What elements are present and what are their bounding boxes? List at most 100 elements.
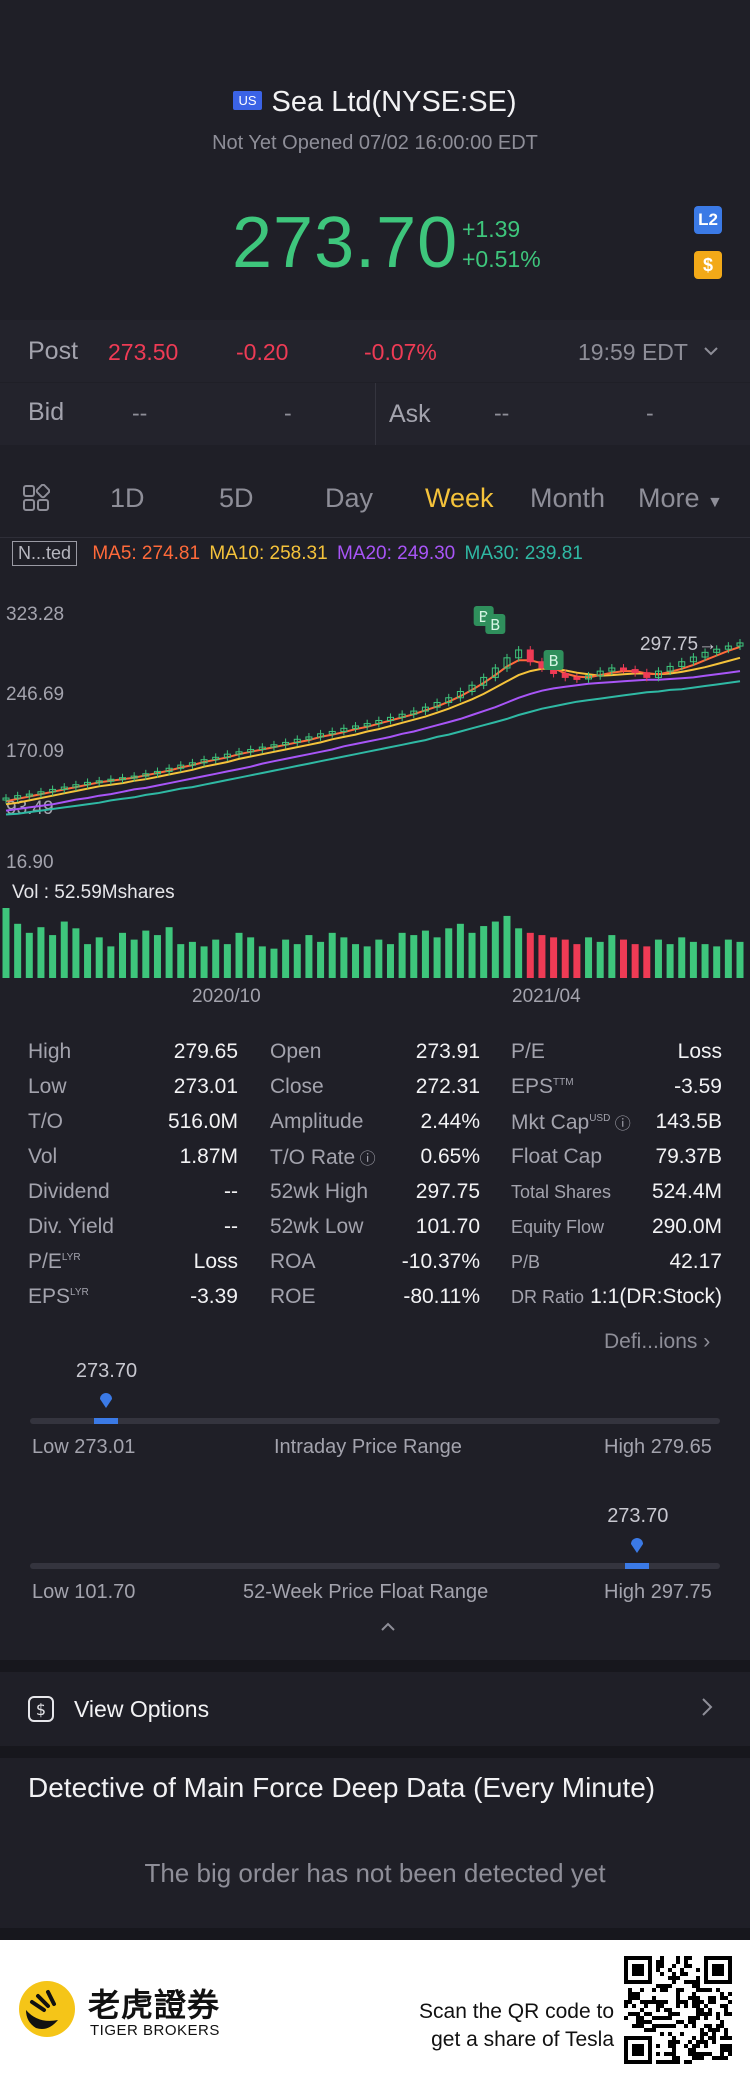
stat-label-text: Equity Flow <box>511 1217 605 1237</box>
stat-value: 516.0M <box>167 1110 238 1133</box>
stock-title: Sea Ltd(NYSE:SE) <box>271 86 517 118</box>
stat-label-text: Dividend <box>28 1180 110 1203</box>
high-marker: 297.75→ <box>640 634 718 655</box>
ask-size: - <box>646 400 654 426</box>
intraday-track <box>30 1418 720 1424</box>
candle-body <box>724 645 732 650</box>
level2-icon[interactable]: L2 <box>694 206 722 234</box>
x-tick-label: 2020/10 <box>192 986 261 1007</box>
post-market-row[interactable]: Post 273.50 -0.20 -0.07% 19:59 EDT <box>0 320 750 382</box>
candle-body <box>72 784 80 788</box>
volume-bar <box>177 944 185 978</box>
tab-day[interactable]: Day <box>325 483 374 513</box>
candle-body <box>317 733 325 738</box>
price-chart[interactable]: 323.28 246.69 170.09 93.49 16.90 297.75→… <box>0 590 750 1010</box>
stock-title-row: US Sea Ltd(NYSE:SE) <box>0 86 750 119</box>
ma-legend: N...ted MA5: 274.81 MA10: 258.31 MA20: 2… <box>12 541 583 566</box>
tab-5d[interactable]: 5D <box>219 483 254 513</box>
volume-bar <box>713 946 721 978</box>
stat-label: P/ELYR <box>28 1250 81 1274</box>
volume-bar <box>468 932 476 978</box>
volume-bar <box>736 941 744 978</box>
candle-body <box>60 786 68 790</box>
volume-bar <box>561 939 569 978</box>
stat-label-text: 52wk High <box>270 1180 369 1203</box>
market-badge: US <box>233 90 262 110</box>
stat-label: 52wk High <box>270 1180 368 1204</box>
volume-bar <box>538 935 546 978</box>
volume-bar <box>235 932 243 978</box>
stat-value: 273.91 <box>415 1040 480 1063</box>
stat-value: 143.5B <box>655 1110 722 1133</box>
definitions-link[interactable]: Defi...ions › <box>604 1330 710 1354</box>
tab-more[interactable]: More ▼ <box>638 483 723 514</box>
grid-icon[interactable] <box>22 483 51 512</box>
volume-bar <box>666 944 674 978</box>
candle-body <box>293 738 301 743</box>
stat-label-text: Open <box>270 1040 322 1063</box>
period-tabs: 1D 5D Day Week Month More ▼ <box>0 458 750 538</box>
candle-body <box>153 770 161 775</box>
y-tick-label: 16.90 <box>6 852 54 873</box>
volume-bar <box>49 935 57 978</box>
volume-bar <box>25 932 33 978</box>
candle-body <box>282 741 290 746</box>
adjust-toggle[interactable]: N...ted <box>12 541 78 566</box>
volume-bar <box>678 937 686 978</box>
week52-high: High 297.75 <box>604 1581 712 1603</box>
candle-body <box>573 676 581 680</box>
stat-value: 101.70 <box>415 1215 480 1238</box>
view-options-row[interactable]: $ View Options <box>0 1672 750 1746</box>
post-label: Post <box>28 337 79 365</box>
tab-month[interactable]: Month <box>530 483 606 513</box>
qr-code[interactable] <box>624 1956 732 2064</box>
tab-1d[interactable]: 1D <box>110 483 145 513</box>
stat-label-text: ROE <box>270 1285 316 1308</box>
brand-chinese: 老虎證券 <box>88 1987 221 2023</box>
candle-body <box>421 706 429 712</box>
stat-label-sup: TTM <box>553 1077 574 1088</box>
intraday-low: Low 273.01 <box>32 1436 136 1458</box>
collapse-chevron-icon[interactable] <box>379 1620 397 1638</box>
dollar-icon[interactable]: $ <box>694 251 722 279</box>
chevron-down-icon[interactable] <box>702 342 720 365</box>
volume-bar <box>596 941 604 978</box>
stat-value: -3.39 <box>190 1285 238 1308</box>
buy-marker[interactable]: B <box>485 614 506 634</box>
volume-bar <box>515 928 523 978</box>
candle-body <box>480 676 488 686</box>
volume-bar <box>340 937 348 978</box>
tabs-divider <box>0 537 750 538</box>
high-marker-value: 297.75 <box>640 634 699 655</box>
price-change-percent: +0.51% <box>462 246 541 272</box>
ma30-line <box>5 680 741 816</box>
volume-bar <box>421 930 429 978</box>
stat-value: Loss <box>193 1250 238 1273</box>
stat-value: -10.37% <box>401 1250 480 1273</box>
candle-body <box>340 727 348 732</box>
volume-bar <box>386 944 394 978</box>
candle-body <box>165 767 173 772</box>
stat-value: 2.44% <box>420 1110 480 1133</box>
stat-label-text: Low <box>28 1075 67 1098</box>
ma30-value: MA30: 239.81 <box>464 543 583 564</box>
tab-week[interactable]: Week <box>425 483 494 513</box>
candle-body <box>177 764 185 769</box>
promo-footer[interactable]: 老虎證券 TIGER BROKERS Scan the QR code to g… <box>0 1940 750 2084</box>
stat-label: Close <box>270 1075 324 1099</box>
info-icon[interactable]: ⓘ <box>610 1116 631 1133</box>
stat-value: Loss <box>677 1040 722 1063</box>
chart-canvas: B BB <box>2 606 744 978</box>
stat-value: 1:1(DR:Stock) <box>590 1285 722 1308</box>
stat-label-text: ROA <box>270 1250 316 1273</box>
buy-marker[interactable]: B <box>543 650 564 670</box>
volume-bar <box>631 944 639 978</box>
volume-bar <box>689 941 697 978</box>
info-icon[interactable]: ⓘ <box>355 1151 376 1168</box>
ma10-line <box>5 656 741 806</box>
stat-label: P/E <box>511 1040 545 1064</box>
intraday-marker <box>93 1418 118 1424</box>
candle-body <box>666 665 674 672</box>
definitions-label: Defi...ions <box>604 1330 698 1353</box>
volume-bar <box>2 908 10 978</box>
